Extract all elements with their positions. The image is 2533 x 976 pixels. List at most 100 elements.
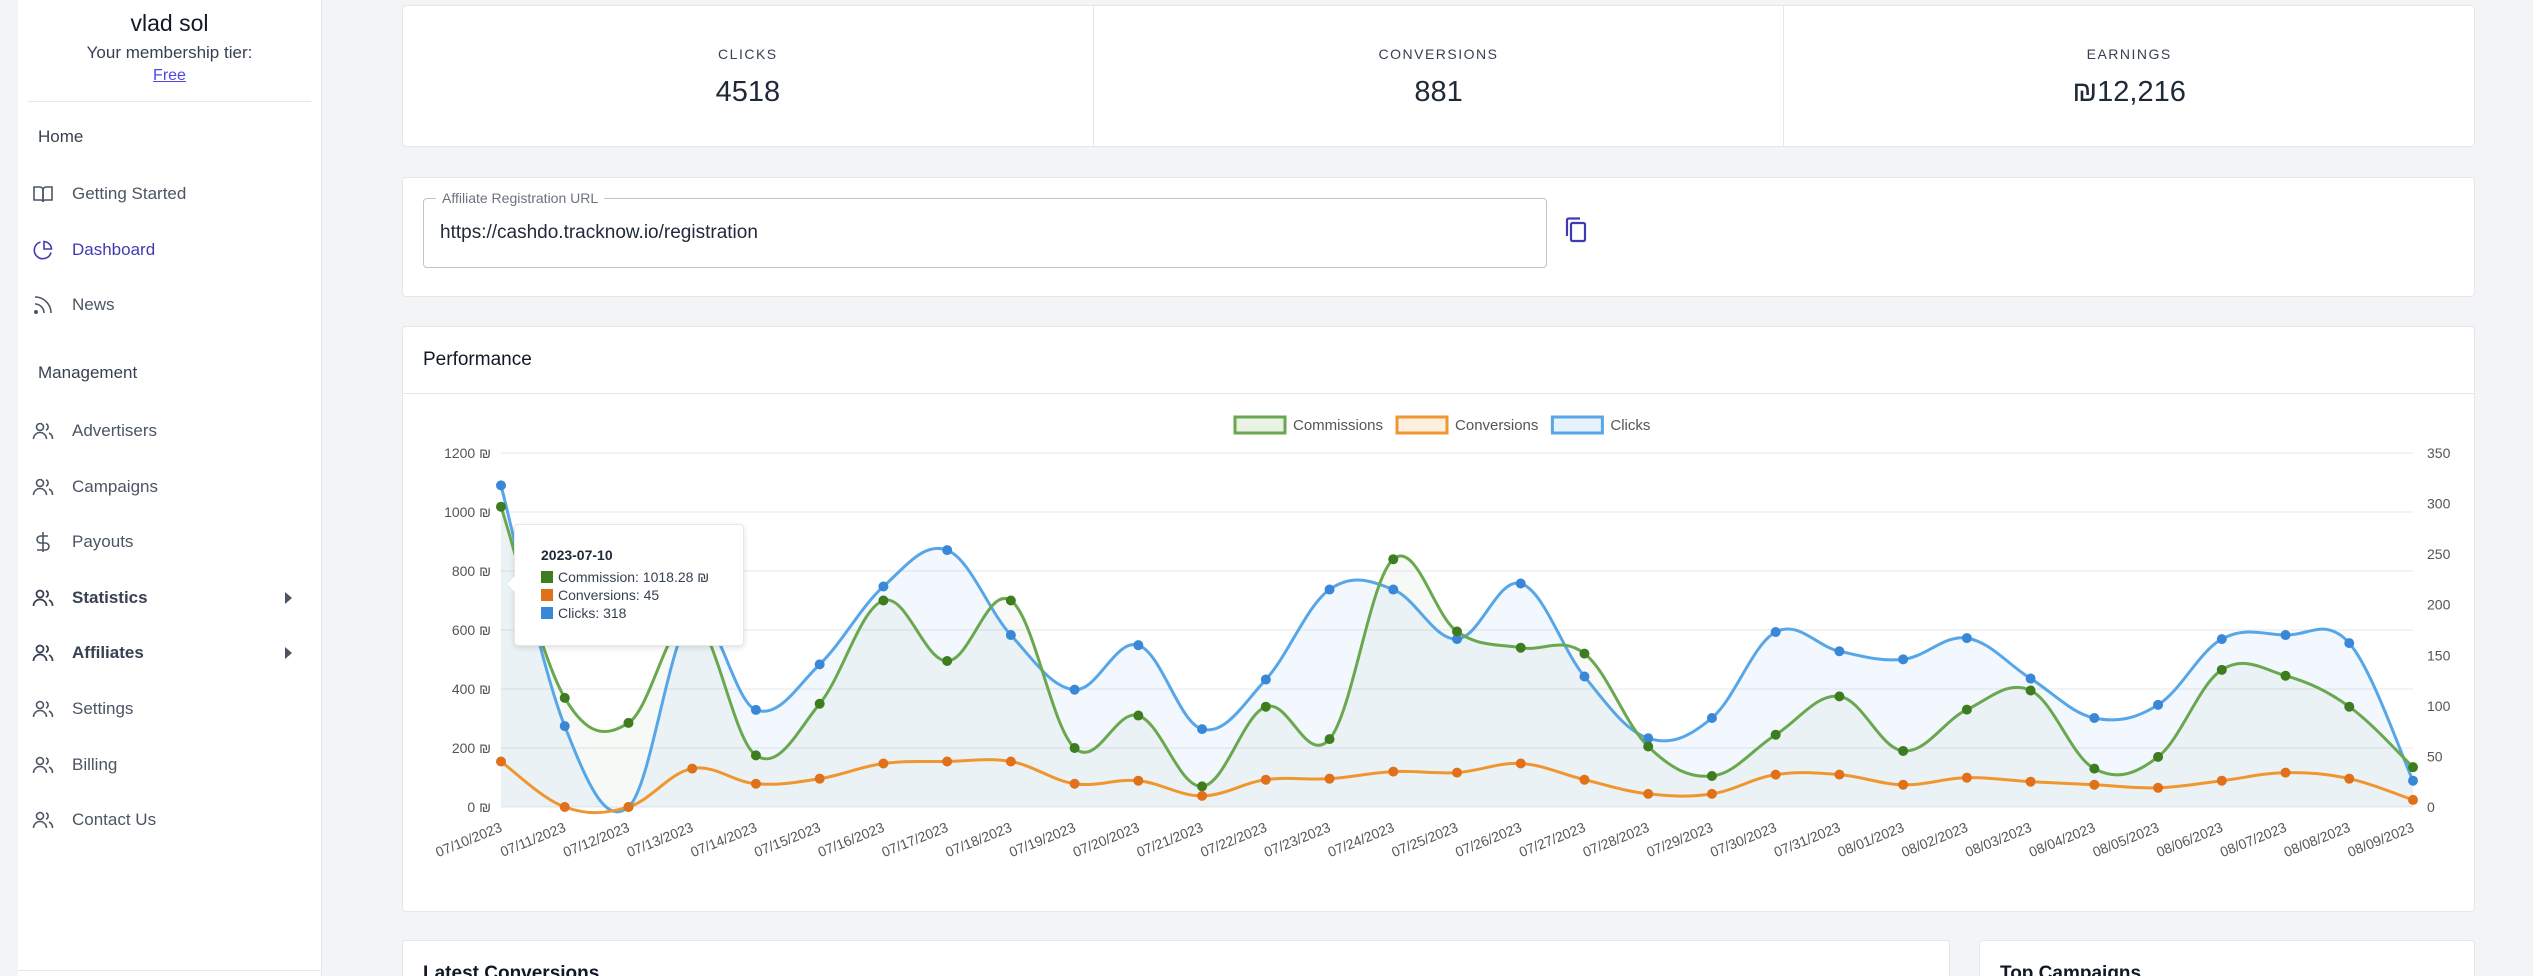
y-right-tick-label: 300 (2427, 496, 2451, 512)
sidebar-item-label: Contact Us (72, 810, 157, 829)
sidebar-item-campaigns[interactable]: Campaigns (18, 465, 322, 509)
tooltip-row-commission: Commission: 1018.28 ₪ (541, 569, 743, 585)
data-point-commissions (1388, 554, 1399, 565)
x-tick-label: 08/09/2023 (2345, 819, 2416, 860)
users-icon (30, 807, 56, 833)
data-point-clicks (2408, 775, 2418, 786)
stat-label: EARNINGS (2086, 46, 2172, 62)
sidebar-item-payouts[interactable]: Payouts (18, 520, 322, 564)
data-point-conversions (687, 763, 698, 774)
series-line-commissions (499, 506, 2415, 788)
y-left-tick-label: 800 ₪ (452, 563, 491, 579)
x-tick-label: 07/31/2023 (1772, 819, 1843, 860)
x-tick-label: 07/30/2023 (1708, 819, 1779, 860)
y-left-tick-label: 400 ₪ (452, 681, 491, 697)
data-point-conversions (1898, 779, 1909, 790)
registration-url-value[interactable]: https://cashdo.tracknow.io/registration (440, 222, 758, 243)
data-point-commissions (2089, 763, 2100, 774)
data-point-clicks (1898, 654, 1909, 665)
users-icon (30, 474, 56, 500)
latest-conversions-card: Latest Conversions (402, 940, 1950, 976)
data-point-conversions (559, 802, 570, 812)
y-right-tick-label: 0 (2427, 799, 2435, 815)
data-point-commissions (1005, 595, 1016, 606)
x-tick-label: 07/12/2023 (561, 819, 632, 860)
sidebar-item-label: Settings (72, 699, 134, 718)
data-point-clicks (2089, 712, 2100, 723)
legend-swatch-clicks (1550, 415, 1604, 435)
legend-label-commissions: Commissions (1293, 417, 1383, 434)
data-point-commissions (1770, 729, 1781, 740)
data-point-conversions (1515, 758, 1526, 769)
data-point-conversions (1452, 767, 1462, 778)
top-campaigns-title: Top Campaigns (2000, 963, 2142, 976)
stat-clicks: CLICKS 4518 (403, 6, 1094, 146)
data-point-clicks (1706, 712, 1717, 723)
registration-url-field[interactable]: Affiliate Registration URL https://cashd… (423, 190, 1547, 268)
stat-earnings: EARNINGS ₪12,216 (1784, 6, 2474, 146)
sidebar-item-statistics[interactable]: Statistics (18, 576, 322, 620)
x-tick-label: 07/16/2023 (816, 819, 887, 860)
tooltip-title: 2023-07-10 (541, 547, 613, 563)
x-tick-label: 07/21/2023 (1134, 819, 1205, 860)
x-tick-label: 08/01/2023 (1835, 819, 1906, 860)
x-tick-label: 07/27/2023 (1517, 819, 1588, 860)
sidebar-item-label: Affiliates (72, 643, 144, 662)
x-tick-label: 07/20/2023 (1070, 819, 1141, 860)
data-point-commissions (1133, 710, 1144, 721)
copy-icon (1562, 215, 1590, 250)
y-right-tick-label: 250 (2427, 546, 2451, 562)
performance-divider (403, 393, 2474, 394)
copy-url-button[interactable] (1559, 215, 1593, 249)
data-point-conversions (1579, 774, 1590, 785)
data-point-commissions (2344, 701, 2355, 712)
membership-tier-link[interactable]: Free (153, 67, 186, 84)
data-point-conversions (1388, 766, 1399, 777)
x-tick-label: 08/02/2023 (1899, 819, 1970, 860)
data-point-commissions (1452, 626, 1462, 637)
data-point-clicks (1834, 646, 1845, 657)
data-point-conversions (1069, 778, 1080, 789)
sidebar: vlad sol Your membership tier: Free Home… (18, 0, 322, 976)
data-point-clicks (559, 721, 570, 732)
data-point-conversions (1197, 790, 1208, 801)
data-point-conversions (1324, 773, 1335, 784)
data-point-commissions (2025, 685, 2036, 696)
data-point-commissions (1706, 771, 1717, 782)
sidebar-bottom-divider (18, 970, 322, 971)
x-tick-label: 08/04/2023 (2026, 819, 2097, 860)
sidebar-item-dashboard[interactable]: Dashboard (18, 228, 322, 272)
sidebar-item-contact-us[interactable]: Contact Us (18, 798, 322, 842)
data-point-clicks (2216, 634, 2227, 645)
data-point-clicks (1515, 578, 1526, 589)
book-icon (30, 181, 56, 207)
y-left-tick-label: 0 ₪ (467, 799, 491, 815)
stat-label: CLICKS (718, 46, 778, 62)
stat-value: 4518 (715, 76, 781, 108)
data-point-commissions (1260, 701, 1271, 712)
data-point-clicks (1260, 674, 1271, 685)
data-point-clicks (1643, 733, 1654, 744)
sidebar-item-news[interactable]: News (18, 283, 322, 327)
sidebar-item-advertisers[interactable]: Advertisers (18, 409, 322, 453)
performance-card: Performance 0 ₪ 200 ₪ 400 ₪ 600 ₪ 800 ₪ 1000 … (402, 326, 2475, 912)
sidebar-item-settings[interactable]: Settings (18, 687, 322, 731)
data-point-commissions (814, 698, 825, 709)
legend-swatch-commissions (1233, 415, 1287, 435)
data-point-conversions (942, 756, 953, 767)
data-point-commissions (1324, 734, 1335, 745)
data-point-clicks (2344, 638, 2355, 649)
chevron-right-icon (285, 647, 292, 659)
stat-value: ₪12,216 (2072, 76, 2186, 108)
sidebar-item-affiliates[interactable]: Affiliates (18, 631, 322, 675)
stat-value: 881 (1414, 76, 1463, 108)
x-tick-label: 08/03/2023 (1963, 819, 2034, 860)
data-point-conversions (750, 778, 761, 789)
data-point-clicks (2025, 673, 2036, 684)
sidebar-item-billing[interactable]: Billing (18, 743, 322, 787)
stat-label: CONVERSIONS (1378, 46, 1499, 62)
sidebar-item-getting-started[interactable]: Getting Started (18, 172, 322, 216)
sidebar-item-label: Statistics (72, 588, 148, 607)
x-tick-label: 07/11/2023 (498, 819, 568, 860)
chevron-right-icon (285, 592, 292, 604)
